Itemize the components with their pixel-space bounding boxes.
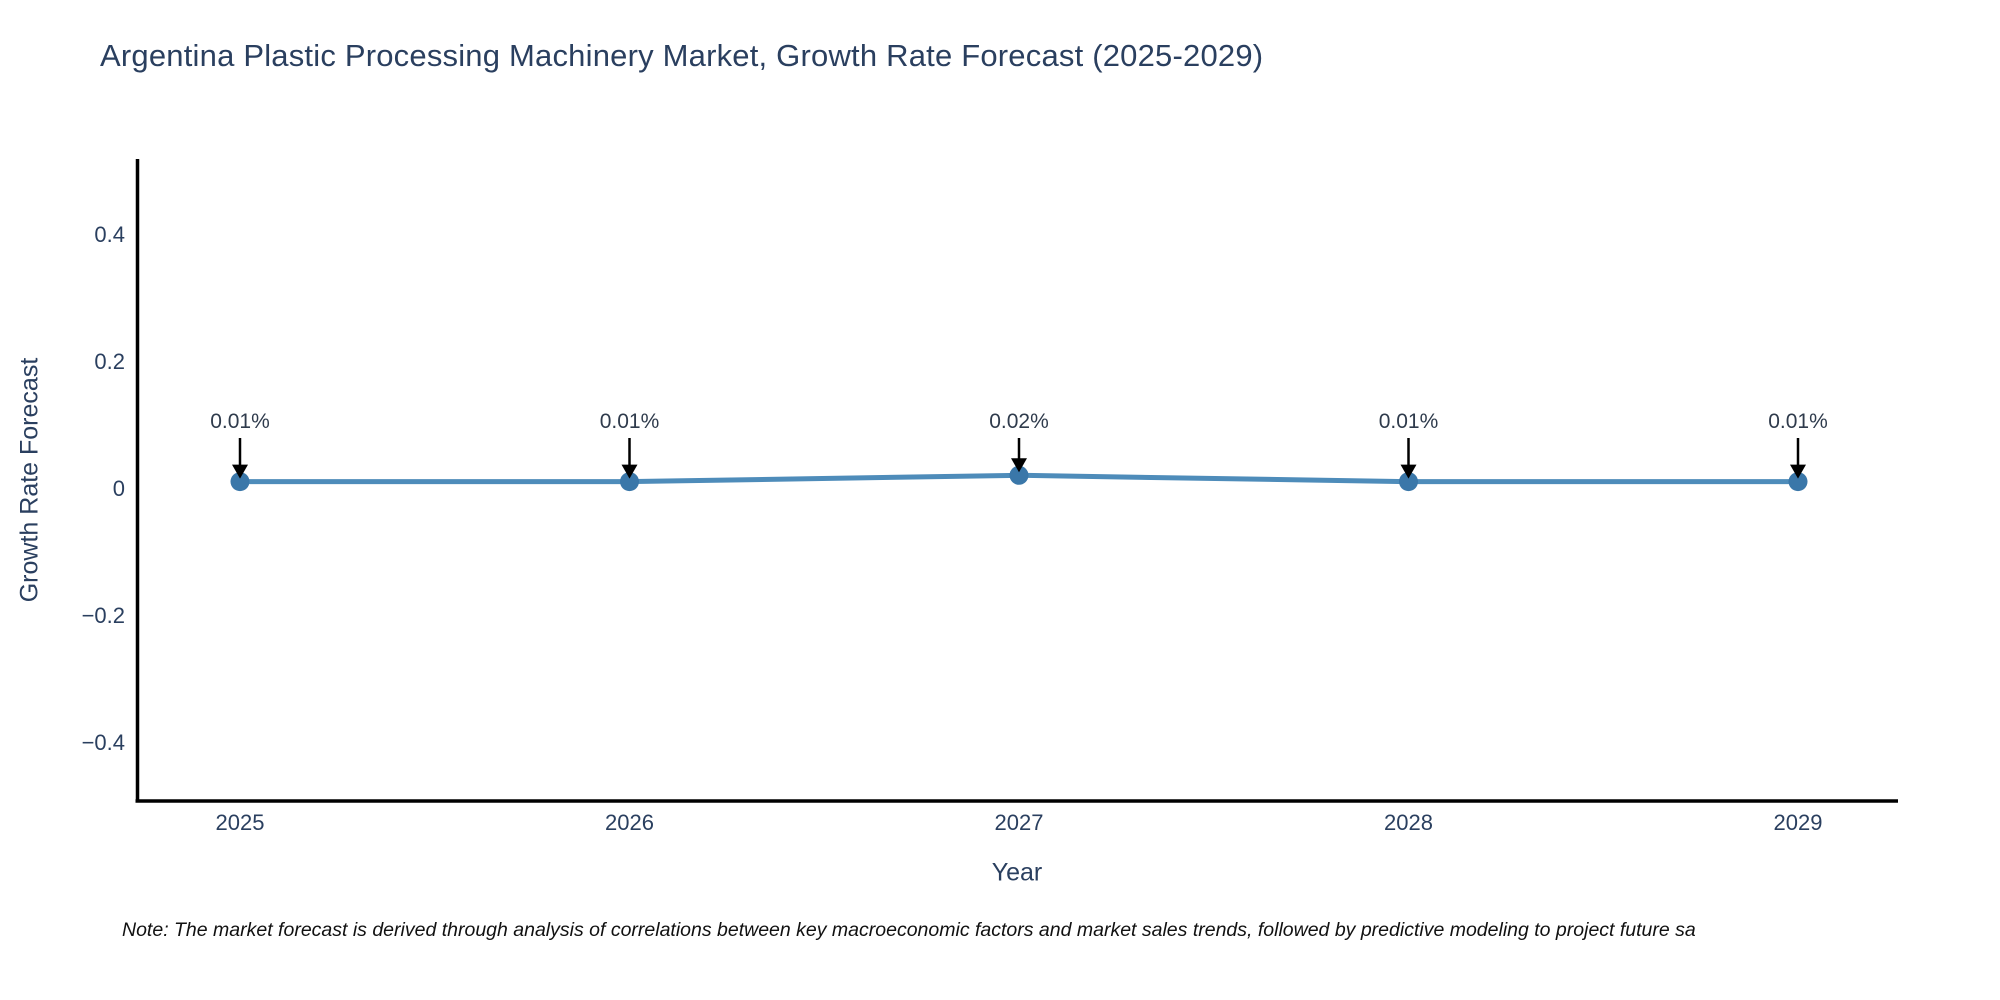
data-point-marker [230,472,250,492]
x-tick-label: 2028 [1384,810,1433,835]
y-tick-label: −0.4 [82,730,125,755]
annotation-arrow-head [1400,464,1417,479]
chart-title: Argentina Plastic Processing Machinery M… [100,38,1264,73]
annotation-label: 0.01% [600,410,660,433]
x-tick-label: 2029 [1774,810,1823,835]
annotation-label: 0.01% [1379,410,1439,433]
y-tick-label: 0.2 [94,349,125,374]
annotation-label: 0.01% [210,410,270,433]
annotation-arrow-head [1011,458,1027,473]
annotation-label: 0.01% [1768,410,1828,433]
x-tick-label: 2026 [605,810,654,835]
data-point-marker [620,472,639,492]
data-point-marker [1399,472,1418,492]
data-point-marker [1788,472,1808,492]
x-tick-label: 2025 [216,810,265,835]
x-tick-label: 2027 [995,810,1044,835]
annotation-arrow-head [1790,464,1806,479]
y-tick-label: −0.2 [82,603,125,628]
annotation-label: 0.02% [989,410,1049,433]
annotation-arrow-head [621,464,638,479]
annotation-arrow-head [232,464,248,479]
footnote: Note: The market forecast is derived thr… [122,919,1696,941]
y-tick-label: 0.4 [94,222,125,247]
x-axis-title: Year [991,858,1043,887]
y-tick-label: 0 [113,476,125,501]
data-point-marker [1009,465,1029,485]
